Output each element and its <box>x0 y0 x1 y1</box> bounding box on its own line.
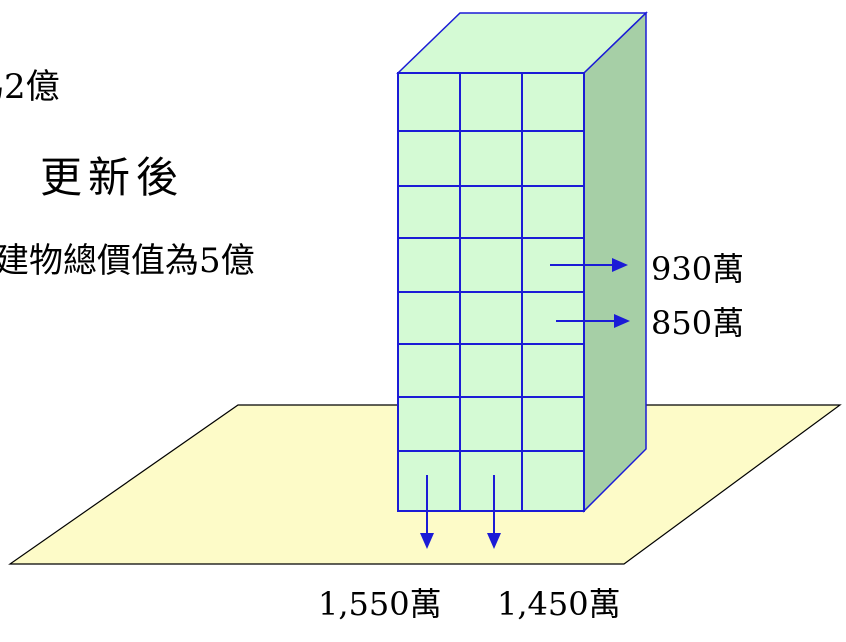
after-heading: 更新後 <box>40 153 185 202</box>
arrowhead-unit-lower <box>614 314 630 328</box>
after-total-text: 建物總價值為5億 <box>0 241 255 281</box>
building-grid <box>398 73 584 511</box>
arrowhead-ground-right <box>487 533 501 549</box>
ground-right-value: 1,450萬 <box>497 585 621 623</box>
ground-left-value: 1,550萬 <box>318 585 442 623</box>
ground-arrows <box>420 475 501 549</box>
arrowhead-ground-left <box>420 533 434 549</box>
arrowhead-unit-upper <box>612 258 628 272</box>
unit-lower-value: 850萬 <box>651 304 745 342</box>
before-total-text: 為2億 <box>0 67 60 107</box>
unit-upper-value: 930萬 <box>651 250 745 288</box>
unit-arrows <box>550 258 630 328</box>
